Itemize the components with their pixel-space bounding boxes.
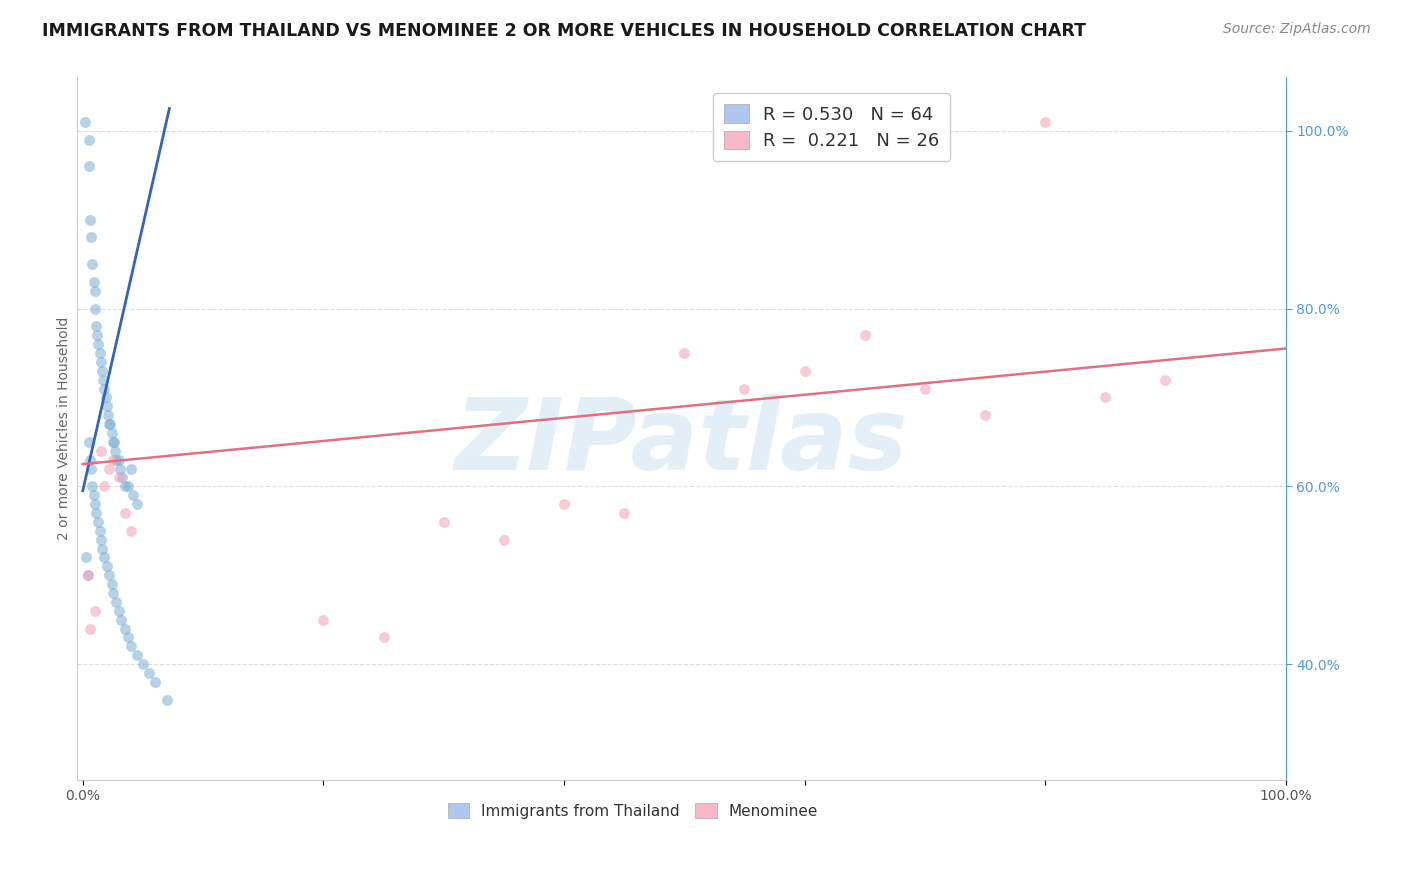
Point <box>1154 373 1177 387</box>
Point <box>138 665 160 680</box>
Point <box>79 622 101 636</box>
Point <box>98 417 121 431</box>
Point <box>90 355 112 369</box>
Point <box>433 515 456 529</box>
Point <box>733 382 755 396</box>
Point <box>492 533 515 547</box>
Point <box>104 443 127 458</box>
Point <box>89 346 111 360</box>
Point <box>101 586 124 600</box>
Point <box>82 479 104 493</box>
Point <box>108 452 131 467</box>
Point <box>914 382 936 396</box>
Point <box>94 391 117 405</box>
Point <box>75 115 97 129</box>
Point <box>110 613 132 627</box>
Point <box>83 301 105 316</box>
Point <box>553 497 575 511</box>
Point <box>103 434 125 449</box>
Point <box>673 346 696 360</box>
Point <box>83 497 105 511</box>
Point <box>853 328 876 343</box>
Point <box>87 337 110 351</box>
Point <box>98 568 121 582</box>
Point <box>117 631 139 645</box>
Legend: Immigrants from Thailand, Menominee: Immigrants from Thailand, Menominee <box>441 797 824 824</box>
Point <box>793 364 815 378</box>
Point <box>1033 115 1056 129</box>
Point <box>79 212 101 227</box>
Point <box>80 461 103 475</box>
Point <box>93 550 115 565</box>
Point <box>79 452 101 467</box>
Point <box>974 408 997 422</box>
Point <box>87 515 110 529</box>
Point <box>613 506 636 520</box>
Point <box>96 559 118 574</box>
Point <box>101 434 124 449</box>
Point <box>89 524 111 538</box>
Point <box>156 692 179 706</box>
Point <box>125 648 148 662</box>
Point <box>90 443 112 458</box>
Point <box>143 674 166 689</box>
Text: Source: ZipAtlas.com: Source: ZipAtlas.com <box>1223 22 1371 37</box>
Point <box>84 319 107 334</box>
Point <box>105 595 128 609</box>
Point <box>93 479 115 493</box>
Point <box>100 577 122 591</box>
Point <box>100 417 122 431</box>
Text: ZIPatlas: ZIPatlas <box>454 394 908 491</box>
Point <box>90 533 112 547</box>
Point <box>93 382 115 396</box>
Point <box>91 541 114 556</box>
Point <box>83 275 105 289</box>
Point <box>120 640 142 654</box>
Point <box>100 425 122 440</box>
Point <box>76 568 98 582</box>
Point <box>132 657 155 671</box>
Point <box>91 373 114 387</box>
Point <box>108 461 131 475</box>
Point <box>91 364 114 378</box>
Point <box>125 497 148 511</box>
Point <box>1094 391 1116 405</box>
Point <box>101 452 124 467</box>
Point <box>86 328 108 343</box>
Text: IMMIGRANTS FROM THAILAND VS MENOMINEE 2 OR MORE VEHICLES IN HOUSEHOLD CORRELATIO: IMMIGRANTS FROM THAILAND VS MENOMINEE 2 … <box>42 22 1087 40</box>
Point <box>84 506 107 520</box>
Point <box>108 604 131 618</box>
Point <box>83 488 105 502</box>
Point <box>76 568 98 582</box>
Point <box>120 461 142 475</box>
Point <box>117 479 139 493</box>
Point <box>75 550 97 565</box>
Point <box>114 479 136 493</box>
Point <box>83 284 105 298</box>
Point <box>122 488 145 502</box>
Point <box>83 604 105 618</box>
Point <box>77 434 100 449</box>
Point <box>97 408 120 422</box>
Point <box>120 524 142 538</box>
Point <box>77 133 100 147</box>
Point <box>77 159 100 173</box>
Point <box>114 622 136 636</box>
Point <box>111 470 134 484</box>
Point <box>80 230 103 244</box>
Point <box>312 613 335 627</box>
Point <box>105 452 128 467</box>
Point <box>98 461 121 475</box>
Y-axis label: 2 or more Vehicles in Household: 2 or more Vehicles in Household <box>58 317 72 541</box>
Point <box>108 470 131 484</box>
Point <box>96 399 118 413</box>
Point <box>82 257 104 271</box>
Point <box>114 506 136 520</box>
Point <box>373 631 395 645</box>
